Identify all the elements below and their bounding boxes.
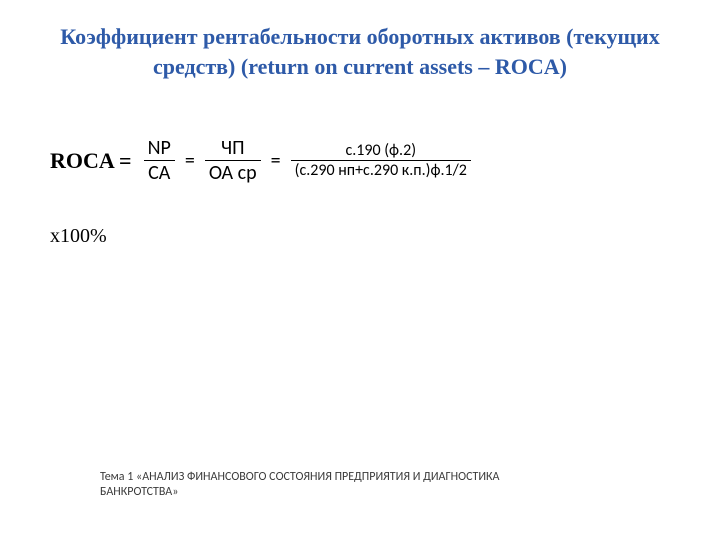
frac3-numerator: с.190 (ф.2) [341, 141, 420, 160]
fraction-1: NP CA [144, 136, 175, 185]
frac2-denominator: ОА ср [205, 161, 261, 185]
frac1-denominator: CA [144, 161, 174, 185]
equals-2: = [271, 149, 281, 173]
fraction-2: ЧП ОА ср [205, 136, 261, 185]
frac3-denominator: (с.290 нп+с.290 к.п.)ф.1/2 [291, 161, 471, 180]
times-100: х100% [0, 225, 720, 248]
formula-row: ROCA = NP CA = ЧП ОА ср = с.190 (ф.2) (с… [0, 136, 720, 185]
fraction-3: с.190 (ф.2) (с.290 нп+с.290 к.п.)ф.1/2 [291, 141, 471, 180]
footer-topic: Тема 1 «АНАЛИЗ ФИНАНСОВОГО СОСТОЯНИЯ ПРЕ… [100, 470, 580, 500]
frac1-numerator: NP [144, 136, 175, 160]
equals-1: = [185, 149, 195, 173]
roca-label: ROCA = [50, 148, 132, 174]
frac2-numerator: ЧП [217, 136, 249, 160]
slide-title: Коэффициент рентабельности оборотных акт… [0, 0, 720, 81]
